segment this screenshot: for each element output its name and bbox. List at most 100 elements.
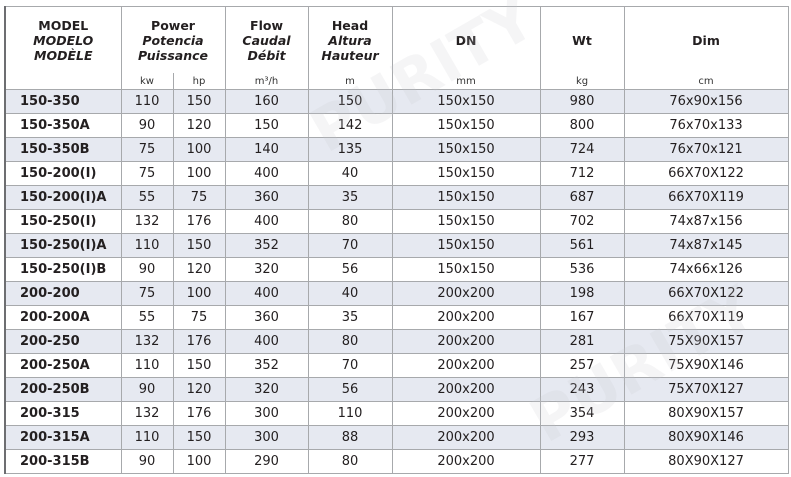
cell-flow: 360 <box>224 305 309 330</box>
cell-dimensions: 74x66x126 <box>623 257 789 282</box>
cell-model: 200-250 <box>4 329 122 354</box>
cell-weight: 980 <box>539 89 625 114</box>
cell-model: 150-200(I)A <box>4 185 122 210</box>
cell-model: 150-350 <box>4 89 122 114</box>
cell-head: 56 <box>307 377 393 402</box>
cell-head: 80 <box>307 449 393 474</box>
table-row: 150-250(I)B 90 120 320 56 150x150 536 74x66x126 <box>4 257 789 282</box>
cell-power-hp: 150 <box>172 233 226 258</box>
cell-head: 70 <box>307 353 393 378</box>
table-row: 150-200(I)A 55 75 360 35 150x150 687 66X70X119 <box>4 185 789 210</box>
cell-power-hp: 120 <box>172 113 226 138</box>
cell-flow: 320 <box>224 257 309 282</box>
table-row: 150-350A 90 120 150 142 150x150 800 76x70x133 <box>4 113 789 138</box>
cell-model: 150-250(I)B <box>4 257 122 282</box>
cell-model: 200-250B <box>4 377 122 402</box>
cell-power-hp: 100 <box>172 161 226 186</box>
cell-model: 200-200 <box>4 281 122 306</box>
cell-power-kw: 55 <box>120 185 174 210</box>
header-power: Power Potencia Puissance <box>120 6 226 73</box>
cell-dimensions: 75X90X146 <box>623 353 789 378</box>
table-row: 200-315B 90 100 290 80 200x200 277 80X90X127 <box>4 449 789 474</box>
cell-dn: 150x150 <box>391 89 541 114</box>
cell-weight: 702 <box>539 209 625 234</box>
cell-power-kw: 75 <box>120 137 174 162</box>
table-row: 200-250A 110 150 352 70 200x200 257 75X90X146 <box>4 353 789 378</box>
header-flow: Flow Caudal Débit <box>224 6 309 73</box>
cell-model: 200-200A <box>4 305 122 330</box>
cell-model: 150-350B <box>4 137 122 162</box>
cell-power-kw: 110 <box>120 425 174 450</box>
cell-weight: 243 <box>539 377 625 402</box>
cell-dimensions: 66X70X122 <box>623 161 789 186</box>
table-row: 150-200(I) 75 100 400 40 150x150 712 66X70X122 <box>4 161 789 186</box>
cell-power-hp: 75 <box>172 305 226 330</box>
cell-head: 135 <box>307 137 393 162</box>
cell-weight: 800 <box>539 113 625 138</box>
cell-weight: 167 <box>539 305 625 330</box>
cell-flow: 290 <box>224 449 309 474</box>
cell-dn: 150x150 <box>391 185 541 210</box>
table-row: 200-250 132 176 400 80 200x200 281 75X90X157 <box>4 329 789 354</box>
cell-flow: 352 <box>224 233 309 258</box>
cell-power-hp: 120 <box>172 377 226 402</box>
cell-dimensions: 76x90x156 <box>623 89 789 114</box>
cell-power-kw: 75 <box>120 161 174 186</box>
table-row: 200-200A 55 75 360 35 200x200 167 66X70X119 <box>4 305 789 330</box>
cell-dimensions: 75X90X157 <box>623 329 789 354</box>
cell-model: 200-315B <box>4 449 122 474</box>
unit-model <box>4 73 122 90</box>
header-wt: Wt <box>539 6 625 73</box>
cell-weight: 281 <box>539 329 625 354</box>
cell-weight: 198 <box>539 281 625 306</box>
cell-power-hp: 176 <box>172 401 226 426</box>
table-row: 200-200 75 100 400 40 200x200 198 66X70X122 <box>4 281 789 306</box>
cell-head: 150 <box>307 89 393 114</box>
cell-dn: 150x150 <box>391 257 541 282</box>
table-row: 150-250(I)A 110 150 352 70 150x150 561 74x87x14… <box>4 233 789 258</box>
cell-model: 200-250A <box>4 353 122 378</box>
cell-power-kw: 90 <box>120 257 174 282</box>
cell-weight: 561 <box>539 233 625 258</box>
cell-head: 80 <box>307 209 393 234</box>
cell-model: 150-250(I)A <box>4 233 122 258</box>
cell-flow: 150 <box>224 113 309 138</box>
cell-head: 142 <box>307 113 393 138</box>
table-row: 200-315 132 176 300 110 200x200 354 80X90X157 <box>4 401 789 426</box>
cell-power-kw: 132 <box>120 401 174 426</box>
cell-dn: 200x200 <box>391 425 541 450</box>
cell-model: 200-315 <box>4 401 122 426</box>
cell-dimensions: 80X90X146 <box>623 425 789 450</box>
cell-flow: 320 <box>224 377 309 402</box>
cell-head: 40 <box>307 161 393 186</box>
cell-head: 80 <box>307 329 393 354</box>
cell-power-hp: 100 <box>172 137 226 162</box>
cell-power-kw: 75 <box>120 281 174 306</box>
table-row: 200-315A 110 150 300 88 200x200 293 80X90X146 <box>4 425 789 450</box>
unit-kw: kw <box>120 73 174 90</box>
cell-power-kw: 90 <box>120 449 174 474</box>
unit-flow: m³/h <box>224 73 309 90</box>
cell-model: 150-250(I) <box>4 209 122 234</box>
cell-flow: 400 <box>224 281 309 306</box>
table-row: 150-250(I) 132 176 400 80 150x150 702 74x87x156 <box>4 209 789 234</box>
cell-power-hp: 150 <box>172 353 226 378</box>
cell-dn: 200x200 <box>391 329 541 354</box>
cell-model: 150-350A <box>4 113 122 138</box>
cell-flow: 400 <box>224 161 309 186</box>
table-row: 150-350 110 150 160 150 150x150 980 76x90x156 <box>4 89 789 114</box>
cell-dn: 200x200 <box>391 281 541 306</box>
cell-head: 110 <box>307 401 393 426</box>
table-row: 150-350B 75 100 140 135 150x150 724 76x70x121 <box>4 137 789 162</box>
cell-weight: 536 <box>539 257 625 282</box>
cell-power-hp: 120 <box>172 257 226 282</box>
cell-power-kw: 132 <box>120 329 174 354</box>
cell-dn: 200x200 <box>391 353 541 378</box>
cell-weight: 712 <box>539 161 625 186</box>
cell-power-kw: 90 <box>120 113 174 138</box>
cell-power-kw: 110 <box>120 233 174 258</box>
cell-head: 35 <box>307 185 393 210</box>
cell-dn: 150x150 <box>391 233 541 258</box>
cell-dimensions: 74x87x145 <box>623 233 789 258</box>
unit-wt: kg <box>539 73 625 90</box>
